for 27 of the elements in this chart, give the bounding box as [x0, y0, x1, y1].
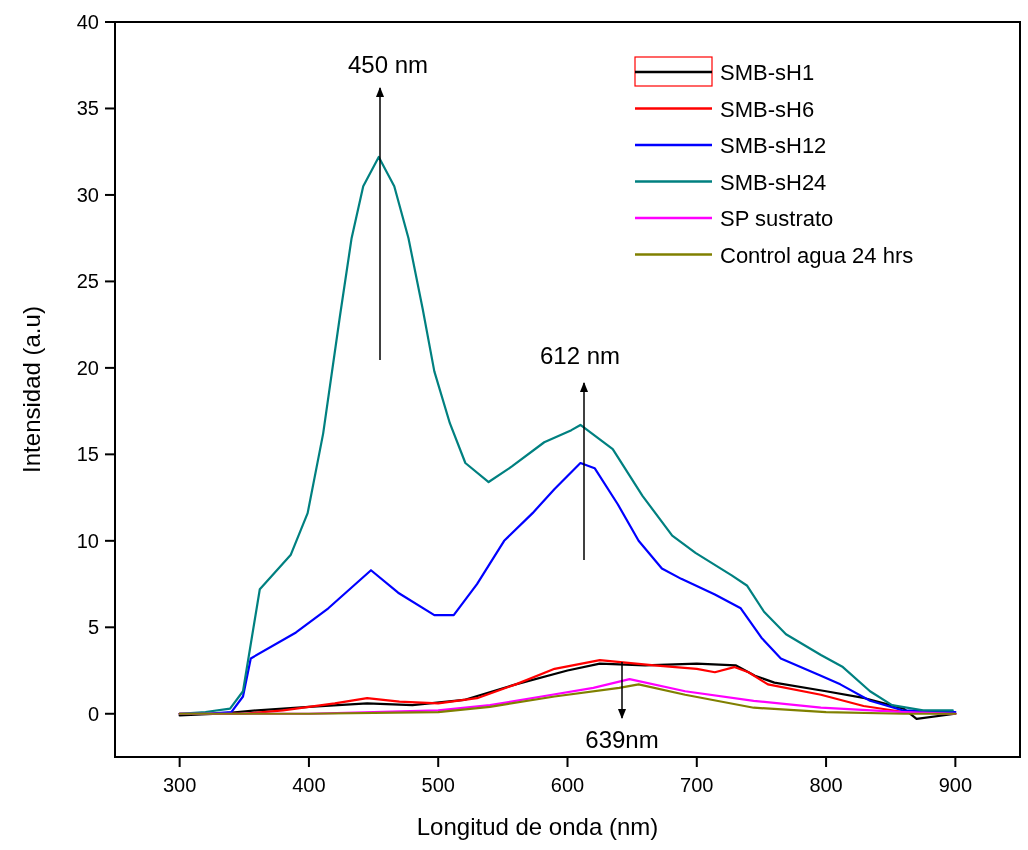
x-tick-label: 400 [292, 774, 326, 796]
annotation: 450 nm [347, 51, 429, 78]
annotation: 639nm [585, 726, 659, 753]
legend-label: SMB-sH12 [720, 133, 827, 158]
y-tick-label: 30 [76, 183, 99, 206]
y-tick-label: 20 [76, 356, 99, 379]
y-tick-label: 35 [76, 97, 99, 120]
y-axis-title: Intensidad (a.u) [18, 306, 45, 473]
y-tick-label: 15 [76, 443, 99, 466]
x-axis-title: Longitud de onda (nm) [416, 813, 659, 840]
x-tick-label: 500 [421, 774, 455, 796]
x-tick-label: 600 [550, 774, 585, 796]
y-tick-label: 25 [76, 270, 99, 293]
legend-label: SMB-sH24 [720, 169, 827, 195]
y-tick-label: 0 [87, 702, 99, 725]
y-tick-label: 5 [87, 616, 99, 639]
annotation: 612 nm [539, 342, 621, 369]
x-tick-label: 800 [809, 774, 843, 796]
legend-label: SMB-sH1 [720, 60, 815, 85]
legend-label: SP sustrato [720, 206, 834, 231]
legend-label: SMB-sH6 [720, 96, 815, 122]
y-tick-label: 40 [76, 11, 99, 33]
x-tick-label: 300 [162, 774, 197, 796]
x-tick-label: 900 [938, 774, 973, 796]
legend-label: Control agua 24 hrs [720, 242, 914, 268]
y-tick-label: 10 [76, 529, 99, 552]
x-tick-label: 700 [680, 774, 714, 796]
